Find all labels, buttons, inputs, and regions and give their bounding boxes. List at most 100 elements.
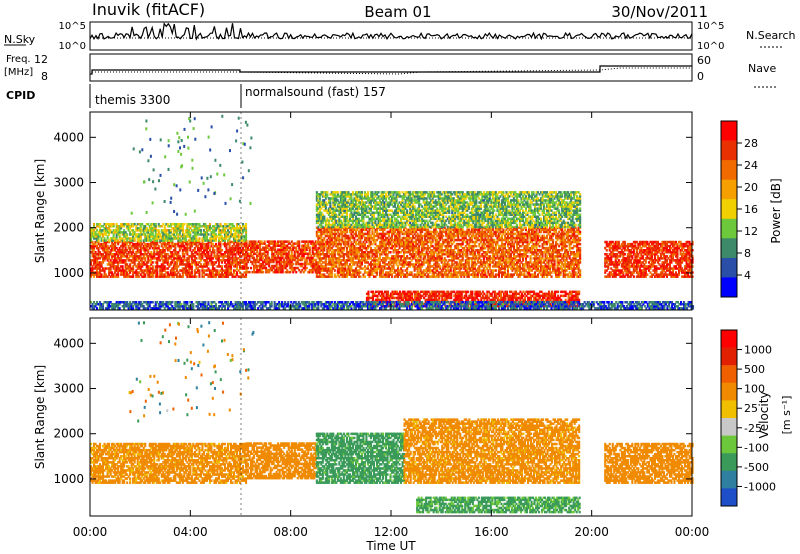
heatmap-cell [168, 249, 171, 252]
heatmap-cell [108, 231, 111, 234]
heatmap-cell [231, 251, 234, 254]
heatmap-cell [242, 253, 245, 256]
heatmap-cell [242, 265, 245, 268]
heatmap-cell [190, 251, 193, 254]
heatmap-cell [132, 231, 135, 234]
heatmap-cell [216, 246, 219, 250]
heatmap-cell [247, 266, 250, 270]
heatmap-cell [111, 244, 114, 248]
heatmap-cell [178, 257, 181, 260]
heatmap-cell [243, 267, 246, 270]
heatmap-cell [199, 229, 202, 232]
heatmap-cell [154, 242, 157, 246]
heatmap-cell [190, 263, 193, 266]
heatmap-cell [132, 267, 135, 270]
heatmap-cell [153, 255, 156, 258]
heatmap-cell [183, 263, 186, 266]
heatmap-cell [184, 251, 187, 254]
heatmap-cell [90, 273, 93, 276]
heatmap-cell [172, 244, 175, 248]
heatmap-cell [165, 235, 168, 238]
heatmap-cell [217, 255, 220, 258]
heatmap-cell [227, 265, 230, 268]
heatmap-cell [172, 263, 175, 266]
heatmap-cell [105, 275, 108, 278]
heatmap-cell [102, 244, 105, 248]
heatmap-cell [126, 240, 129, 244]
heatmap-cell [150, 225, 153, 228]
heatmap-cell [240, 273, 243, 276]
heatmap-cell [157, 253, 160, 256]
heatmap-cell [124, 259, 127, 262]
heatmap-cell [177, 227, 180, 230]
heatmap-cell [178, 244, 181, 248]
heatmap-cell [183, 257, 186, 260]
heatmap-cell [237, 249, 240, 252]
heatmap-cell [165, 242, 168, 246]
heatmap-cell [227, 275, 230, 278]
heatmap-cell [183, 267, 186, 270]
heatmap-cell [99, 233, 102, 236]
heatmap-cell [123, 229, 126, 232]
heatmap-cell [120, 271, 123, 274]
heatmap-cell [231, 255, 234, 258]
heatmap-cell [121, 240, 124, 244]
heatmap-cell [227, 273, 230, 276]
heatmap-cell [139, 273, 142, 276]
heatmap-cell [120, 239, 123, 242]
heatmap-cell [148, 275, 151, 278]
heatmap-cell [228, 255, 231, 258]
heatmap-cell [156, 251, 159, 254]
heatmap-cell [112, 244, 115, 248]
heatmap-cell [190, 273, 193, 276]
heatmap-cell [147, 257, 150, 260]
heatmap-cell [90, 239, 93, 242]
heatmap-cell [181, 269, 184, 272]
heatmap-cell [243, 244, 246, 248]
heatmap-cell [223, 255, 226, 258]
heatmap-cell [102, 255, 105, 258]
heatmap-cell [190, 271, 193, 274]
heatmap-cell [96, 261, 99, 264]
heatmap-cell [217, 261, 220, 264]
heatmap-cell [153, 242, 156, 246]
heatmap-cell [160, 265, 163, 268]
heatmap-cell [139, 233, 142, 236]
heatmap-cell [99, 269, 102, 272]
heatmap-cell [234, 255, 237, 258]
heatmap-cell [100, 233, 103, 236]
heatmap-cell [204, 269, 207, 272]
heatmap-cell [186, 263, 189, 266]
heatmap-cell [234, 263, 237, 266]
heatmap-cell [213, 273, 216, 276]
heatmap-cell [156, 269, 159, 272]
heatmap-cell [138, 227, 141, 230]
heatmap-cell [178, 263, 181, 266]
heatmap-cell [151, 237, 154, 240]
freq-unit-label: [MHz] [4, 67, 33, 78]
heatmap-cell [129, 242, 132, 246]
heatmap-cell [118, 227, 121, 230]
heatmap-cell [223, 240, 226, 244]
heatmap-cell [151, 253, 154, 256]
heatmap-cell [204, 246, 207, 250]
heatmap-cell [102, 235, 105, 238]
nsky-line [89, 22, 693, 41]
heatmap-cell [130, 237, 133, 240]
heatmap-cell [230, 251, 233, 254]
freq-tick-bottom: 8 [41, 70, 48, 83]
heatmap-cell [172, 227, 175, 230]
heatmap-cell [147, 251, 150, 254]
heatmap-cell [198, 257, 201, 260]
heatmap-cell [207, 273, 210, 276]
heatmap-cell [168, 229, 171, 232]
heatmap-cell [186, 271, 189, 274]
heatmap-cell [234, 257, 237, 260]
heatmap-cell [231, 253, 234, 256]
heatmap-cell [216, 249, 219, 252]
heatmap-cell [126, 227, 129, 230]
heatmap-cell [154, 229, 157, 232]
heatmap-cell [156, 273, 159, 276]
heatmap-cell [166, 233, 169, 236]
heatmap-cell [168, 231, 171, 234]
